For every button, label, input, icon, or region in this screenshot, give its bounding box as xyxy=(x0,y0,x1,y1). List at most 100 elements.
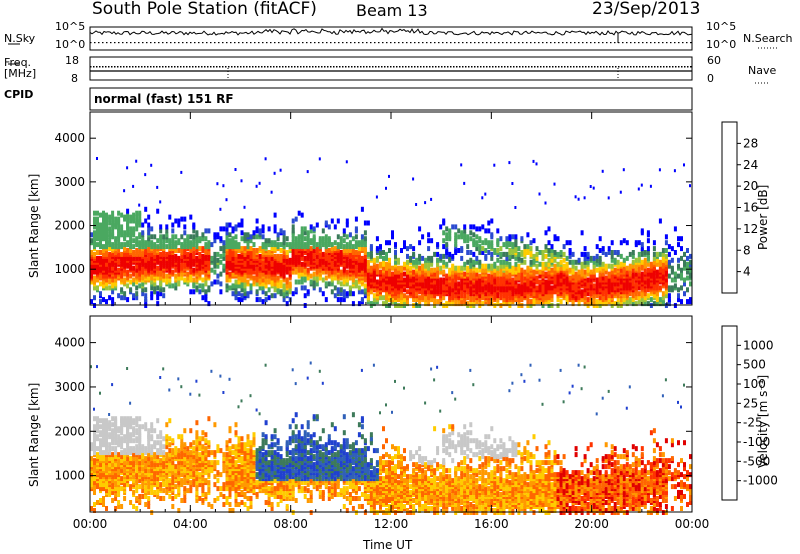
scatter-cell xyxy=(96,452,99,458)
scatter-cell xyxy=(580,261,584,267)
freq-dot xyxy=(594,66,596,68)
freq-dot xyxy=(453,66,455,68)
scatter-cell xyxy=(153,242,157,248)
scatter-cell xyxy=(369,289,373,295)
noise-search-dot xyxy=(162,42,164,44)
scatter-cell xyxy=(670,285,674,291)
scatter-cell xyxy=(664,277,668,283)
scatter-cell xyxy=(363,236,367,242)
scatter-cell xyxy=(102,236,105,242)
scatter-cell xyxy=(120,424,124,430)
scatter-cell xyxy=(583,273,587,279)
scatter-cell xyxy=(153,281,157,287)
scatter-cell xyxy=(162,273,166,279)
scatter-cell xyxy=(577,273,581,279)
scatter-cell xyxy=(285,236,289,242)
scatter-cell xyxy=(562,293,566,299)
scatter-cell xyxy=(445,261,449,267)
scatter-cell xyxy=(201,253,205,259)
freq-dot xyxy=(498,66,500,68)
scatter-cell xyxy=(225,250,229,255)
scatter-cell xyxy=(132,277,136,283)
scatter-cell xyxy=(96,434,99,440)
scatter-cell xyxy=(291,228,295,234)
scatter-cell xyxy=(195,244,199,250)
scatter-cell xyxy=(475,299,479,305)
scatter-cell xyxy=(448,267,452,273)
scatter-cell xyxy=(571,251,575,257)
freq-dot xyxy=(579,66,581,68)
scatter-cell xyxy=(291,291,295,297)
freq-dot xyxy=(537,66,539,68)
noise-search-dot xyxy=(638,42,640,44)
scatter-cell xyxy=(508,253,512,259)
scatter-cell xyxy=(129,484,133,490)
scatter-cell xyxy=(306,267,310,273)
scatter-cell xyxy=(174,234,178,240)
scatter-cell xyxy=(135,248,139,253)
scatter-cell xyxy=(129,236,133,242)
scatter-cell xyxy=(90,478,93,484)
scatter-cell xyxy=(369,251,373,257)
scatter-cell xyxy=(321,277,325,283)
freq-dot xyxy=(156,66,158,68)
scatter-cell xyxy=(237,222,241,228)
scatter-cell xyxy=(117,226,121,232)
freq-dot xyxy=(165,66,167,68)
scatter-cell xyxy=(454,242,458,248)
scatter-cell xyxy=(108,214,112,220)
freq-dot xyxy=(297,66,299,68)
noise-search-dot xyxy=(650,42,652,44)
scatter-cell xyxy=(126,283,130,289)
noise-search-dot xyxy=(434,42,436,44)
scatter-cell xyxy=(385,271,388,277)
freq-dot xyxy=(114,66,116,68)
noise-search-dot xyxy=(542,42,544,44)
scatter-cell xyxy=(276,253,280,259)
noise-search-dot xyxy=(202,42,204,44)
freq-dot xyxy=(357,66,359,68)
freq-dot xyxy=(510,66,512,68)
freq-tick-high: 18 xyxy=(65,54,79,67)
scatter-cell xyxy=(90,232,93,238)
scatter-cell xyxy=(550,285,554,291)
scatter-cell xyxy=(400,299,403,305)
scatter-cell xyxy=(321,236,325,242)
noise-search-dot xyxy=(518,42,520,44)
scatter-cell xyxy=(135,291,139,297)
scatter-cell xyxy=(637,295,641,301)
scatter-cell xyxy=(249,250,253,255)
scatter-cell xyxy=(93,458,96,464)
scatter-cell xyxy=(451,301,455,307)
scatter-cell xyxy=(246,244,250,250)
scatter-cell xyxy=(129,240,133,246)
scatter-cell xyxy=(427,293,431,299)
scatter-cell xyxy=(132,255,136,261)
freq-dot xyxy=(456,66,458,68)
scatter-cell xyxy=(562,251,566,257)
scatter-cell xyxy=(132,432,136,438)
scatter-cell xyxy=(457,271,461,277)
scatter-cell xyxy=(547,251,551,257)
scatter-cell xyxy=(586,265,590,271)
scatter-cell xyxy=(366,251,370,257)
scatter-cell xyxy=(667,297,671,303)
scatter-cell xyxy=(526,265,530,271)
scatter-cell xyxy=(357,285,361,291)
scatter-cell xyxy=(144,173,147,177)
freq-dot xyxy=(369,66,371,68)
scatter-cell xyxy=(300,275,304,281)
scatter-cell xyxy=(225,230,229,236)
noise-search-dot xyxy=(470,42,472,44)
scatter-cell xyxy=(303,275,307,281)
scatter-cell xyxy=(315,275,319,281)
scatter-cell xyxy=(511,291,515,297)
scatter-cell xyxy=(120,224,124,230)
scatter-cell xyxy=(99,244,102,250)
scatter-cell xyxy=(282,253,286,259)
scatter-cell xyxy=(592,186,595,190)
scatter-cell xyxy=(99,281,102,287)
scatter-cell xyxy=(487,240,491,246)
freq-dot xyxy=(102,66,104,68)
scatter-cell xyxy=(126,474,130,480)
